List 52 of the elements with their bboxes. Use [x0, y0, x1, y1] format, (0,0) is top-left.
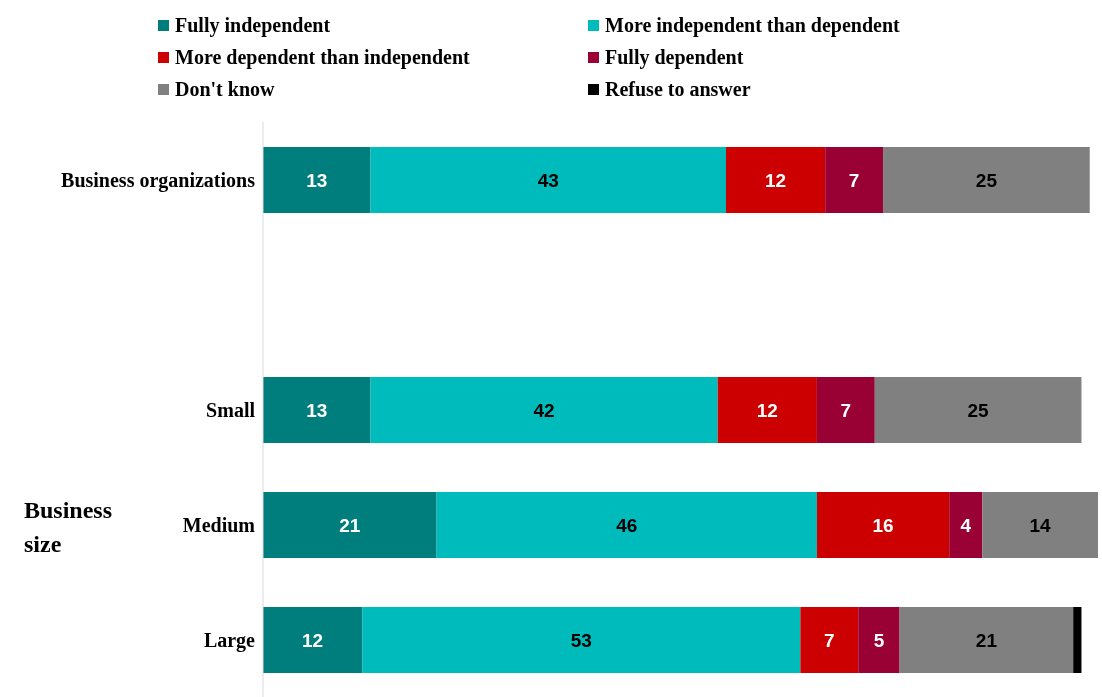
legend-label: Refuse to answer — [605, 78, 751, 101]
bar — [370, 147, 726, 213]
data-label: 21 — [975, 629, 998, 651]
bar — [883, 147, 1090, 213]
y-tick-label: Business organizations — [61, 168, 256, 192]
data-label: 21 — [339, 514, 361, 536]
bar — [825, 147, 884, 213]
bar — [263, 147, 371, 213]
data-label: 42 — [533, 399, 555, 421]
bar — [370, 377, 718, 443]
legend-label: More independent than dependent — [605, 14, 900, 37]
data-label: 5 — [873, 629, 885, 651]
data-label: 12 — [756, 399, 778, 421]
data-label: 14 — [1029, 514, 1052, 536]
bar — [263, 492, 437, 558]
bar — [436, 492, 817, 558]
y-tick-label: Large — [203, 628, 256, 652]
legend-label: Fully independent — [175, 14, 331, 37]
legend-label: More dependent than independent — [175, 46, 470, 69]
bar — [1073, 607, 1082, 673]
data-label: 46 — [616, 514, 638, 536]
data-label: 13 — [306, 399, 328, 421]
data-label: 16 — [872, 514, 894, 536]
y-tick-label: Medium — [182, 513, 256, 536]
data-label: 4 — [960, 514, 972, 536]
bar — [263, 377, 371, 443]
data-label: 7 — [848, 169, 860, 191]
data-label: 7 — [840, 399, 852, 421]
data-label: 7 — [824, 629, 835, 651]
data-label: 12 — [302, 629, 324, 651]
bar — [899, 607, 1074, 673]
bar — [982, 492, 1098, 558]
bar — [263, 607, 363, 673]
y-tick-label: Small — [206, 398, 256, 421]
data-label: 13 — [306, 169, 328, 191]
data-label: 25 — [975, 169, 998, 191]
bar — [362, 607, 801, 673]
bar — [874, 377, 1082, 443]
bar — [816, 492, 950, 558]
data-label: 43 — [537, 169, 559, 191]
data-label: 53 — [570, 629, 592, 651]
legend-label: Don't know — [175, 78, 275, 101]
bar — [858, 607, 900, 673]
legend-label: Fully dependent — [605, 46, 744, 69]
bar — [949, 492, 983, 558]
bar — [800, 607, 859, 673]
y-axis-title: Business size — [24, 496, 114, 559]
bar — [717, 377, 817, 443]
bar — [816, 377, 875, 443]
data-label: 25 — [967, 399, 990, 421]
data-label: 12 — [765, 169, 787, 191]
bar — [725, 147, 826, 213]
